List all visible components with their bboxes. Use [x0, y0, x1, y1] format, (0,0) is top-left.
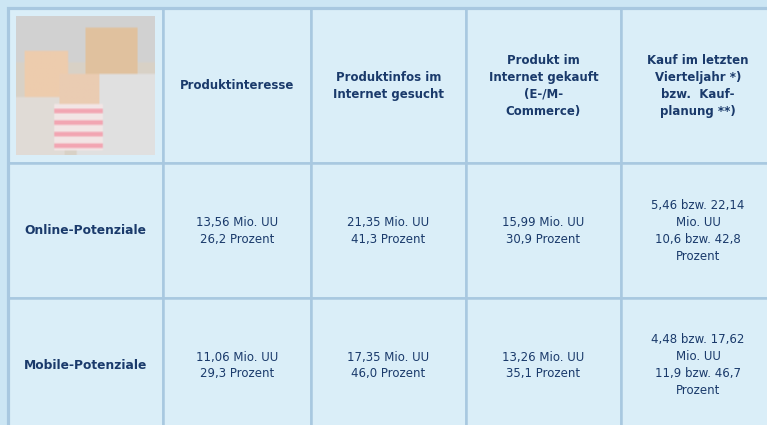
Text: Produktinfos im
Internet gesucht: Produktinfos im Internet gesucht	[333, 71, 444, 100]
Text: 15,99 Mio. UU
30,9 Prozent: 15,99 Mio. UU 30,9 Prozent	[502, 215, 584, 246]
Bar	[311, 163, 466, 298]
Bar	[621, 298, 767, 425]
Bar	[8, 163, 163, 298]
Text: 13,56 Mio. UU
26,2 Prozent: 13,56 Mio. UU 26,2 Prozent	[196, 215, 278, 246]
Bar	[163, 163, 311, 298]
Bar	[466, 163, 621, 298]
Bar	[466, 298, 621, 425]
Bar	[466, 8, 621, 163]
Text: 13,26 Mio. UU
35,1 Prozent: 13,26 Mio. UU 35,1 Prozent	[502, 351, 584, 380]
Text: 11,06 Mio. UU
29,3 Prozent: 11,06 Mio. UU 29,3 Prozent	[196, 351, 278, 380]
Bar	[163, 8, 311, 163]
Text: 4,48 bzw. 17,62
Mio. UU
11,9 bzw. 46,7
Prozent: 4,48 bzw. 17,62 Mio. UU 11,9 bzw. 46,7 P…	[651, 334, 745, 397]
Bar	[8, 8, 163, 163]
Bar	[163, 298, 311, 425]
Text: 17,35 Mio. UU
46,0 Prozent: 17,35 Mio. UU 46,0 Prozent	[347, 351, 430, 380]
Bar	[621, 8, 767, 163]
Bar	[621, 163, 767, 298]
Text: Produkt im
Internet gekauft
(E-/M-
Commerce): Produkt im Internet gekauft (E-/M- Comme…	[489, 54, 598, 117]
Text: 5,46 bzw. 22,14
Mio. UU
10,6 bzw. 42,8
Prozent: 5,46 bzw. 22,14 Mio. UU 10,6 bzw. 42,8 P…	[651, 198, 745, 263]
Bar	[311, 8, 466, 163]
Bar	[8, 298, 163, 425]
Text: Produktinteresse: Produktinteresse	[179, 79, 295, 92]
Bar	[311, 298, 466, 425]
Text: Online-Potenziale: Online-Potenziale	[25, 224, 146, 237]
Text: 21,35 Mio. UU
41,3 Prozent: 21,35 Mio. UU 41,3 Prozent	[347, 215, 430, 246]
Text: Kauf im letzten
Vierteljahr *)
bzw.  Kauf-
planung **): Kauf im letzten Vierteljahr *) bzw. Kauf…	[647, 54, 749, 117]
Text: Mobile-Potenziale: Mobile-Potenziale	[24, 359, 147, 372]
